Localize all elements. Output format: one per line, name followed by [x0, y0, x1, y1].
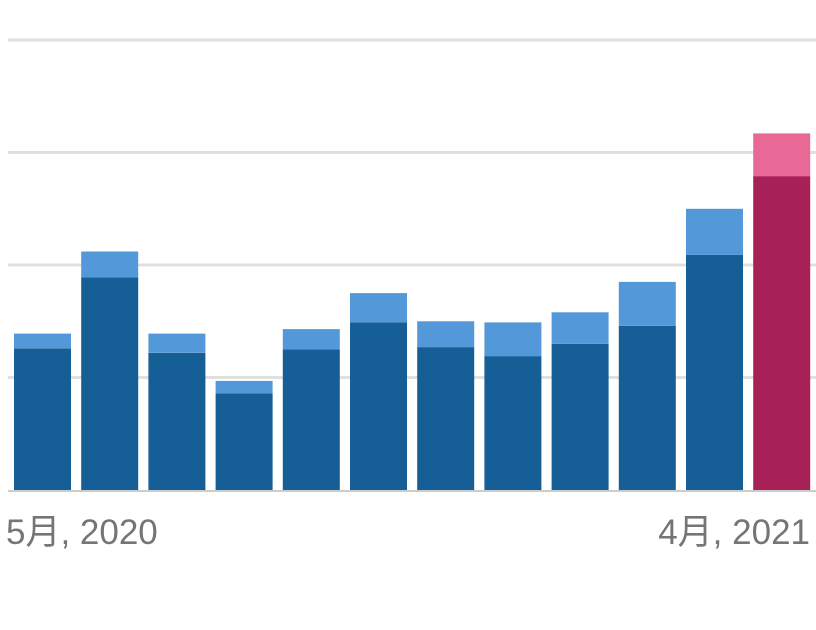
bar-top-7 — [484, 322, 542, 357]
bar-group — [14, 133, 811, 491]
bar-top-9 — [618, 281, 676, 326]
bar-top-4 — [282, 329, 340, 350]
bar-top-6 — [417, 321, 475, 348]
bar-base-9 — [618, 325, 676, 491]
bar-base-4 — [282, 349, 340, 490]
bar-top-0 — [14, 333, 71, 349]
bar-base-5 — [350, 322, 407, 490]
bar-base-2 — [148, 352, 206, 491]
bar-top-1 — [81, 251, 139, 278]
bar-top-8 — [551, 312, 609, 344]
bar-top-10 — [686, 208, 743, 255]
bar-base-3 — [215, 393, 273, 491]
bar-base-8 — [551, 343, 609, 491]
bar-top-11 — [753, 133, 811, 177]
x-tick-label-end: 4月, 2021 — [658, 513, 810, 552]
bar-top-2 — [148, 333, 206, 353]
bar-base-11 — [753, 176, 811, 490]
x-tick-label-start: 5月, 2020 — [6, 513, 158, 552]
bar-base-7 — [484, 356, 542, 490]
bar-top-3 — [215, 380, 273, 394]
bar-top-5 — [350, 293, 407, 323]
bar-base-6 — [417, 347, 475, 490]
bar-base-10 — [686, 254, 743, 490]
bar-base-1 — [81, 277, 139, 490]
bar-base-0 — [14, 348, 71, 491]
gridlines — [8, 38, 816, 379]
